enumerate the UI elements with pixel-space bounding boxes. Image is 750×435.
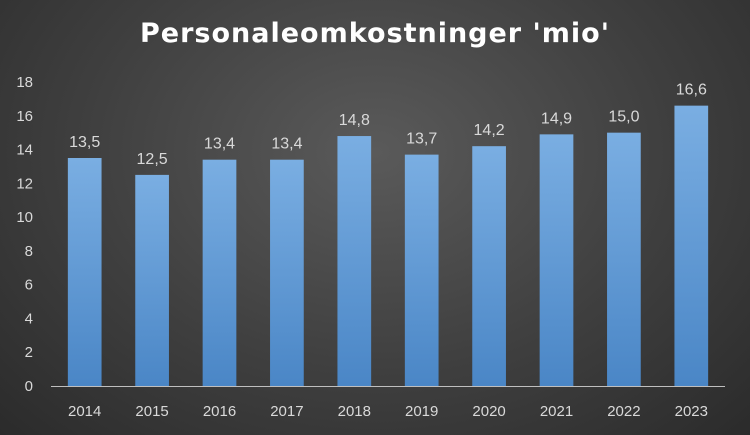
bar [607, 132, 641, 386]
bar [135, 174, 169, 386]
data-label: 13,7 [406, 131, 437, 148]
y-tick-label: 6 [25, 277, 33, 294]
bar [67, 158, 102, 386]
x-tick-label: 2016 [203, 403, 236, 420]
data-label: 14,8 [339, 112, 370, 129]
y-tick-label: 12 [16, 175, 33, 192]
data-label: 14,2 [474, 122, 505, 139]
bar [270, 159, 304, 386]
data-label: 12,5 [137, 151, 168, 168]
y-tick-label: 16 [16, 108, 33, 125]
data-label: 13,4 [204, 136, 235, 153]
bar [337, 136, 372, 386]
x-tick-label: 2022 [607, 403, 640, 420]
data-label: 16,6 [676, 82, 707, 99]
y-tick-label: 18 [16, 74, 33, 91]
y-tick-label: 10 [16, 209, 33, 226]
x-tick-label: 2015 [135, 403, 168, 420]
y-tick-label: 14 [16, 142, 33, 159]
y-tick-label: 4 [25, 310, 33, 327]
x-tick-label: 2020 [472, 403, 505, 420]
data-label: 14,9 [541, 110, 572, 127]
x-tick-label: 2021 [540, 403, 573, 420]
x-tick-label: 2019 [405, 403, 438, 420]
y-tick-label: 0 [25, 378, 33, 395]
y-tick-label: 2 [25, 344, 33, 361]
bar [472, 146, 506, 386]
data-label: 13,4 [271, 136, 302, 153]
x-tick-label: 2017 [270, 403, 303, 420]
bar [404, 154, 439, 386]
x-tick-label: 2014 [68, 403, 101, 420]
bar [539, 134, 574, 386]
y-tick-label: 8 [25, 243, 33, 260]
x-tick-label: 2018 [338, 403, 371, 420]
x-tick-label: 2023 [675, 403, 708, 420]
data-label: 13,5 [69, 134, 100, 151]
data-label: 15,0 [608, 109, 639, 126]
bar [202, 159, 237, 386]
bar [674, 105, 709, 387]
chart-title: Personaleomkostninger 'mio' [139, 18, 610, 49]
